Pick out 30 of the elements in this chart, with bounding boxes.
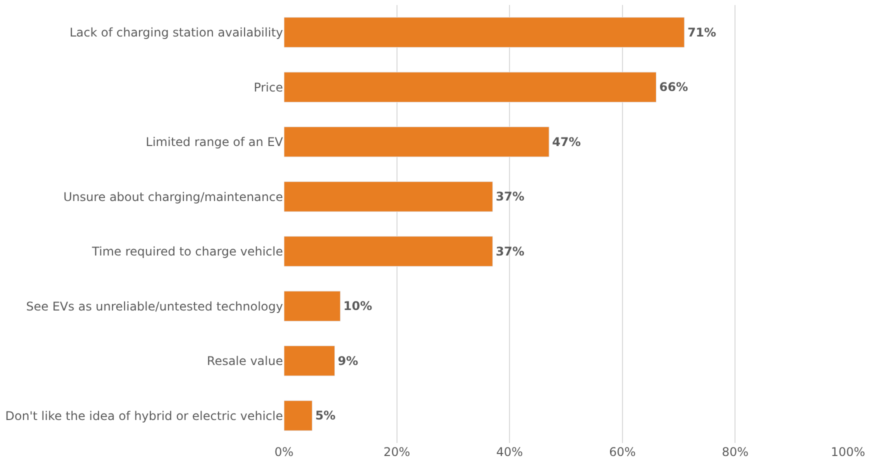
y-tick-label: Time required to charge vehicle xyxy=(91,244,283,259)
data-label: 71% xyxy=(687,25,716,40)
x-tick-label: 0% xyxy=(274,445,294,459)
bar xyxy=(284,181,493,212)
x-tick-label: 20% xyxy=(383,445,410,459)
y-tick-label: Price xyxy=(254,80,283,94)
bar xyxy=(284,72,656,102)
bar xyxy=(284,17,685,48)
bar xyxy=(284,400,312,431)
data-label: 66% xyxy=(659,80,688,94)
x-tick-label: 40% xyxy=(496,445,523,459)
data-label: 37% xyxy=(496,244,524,258)
bar xyxy=(284,126,550,158)
y-tick-label: Don't like the idea of hybrid or electric vehicle xyxy=(5,408,283,423)
x-tick-label: 80% xyxy=(722,445,749,459)
y-tick-label: Unsure about charging/maintenance xyxy=(63,190,283,204)
y-tick-label: Limited range of an EV xyxy=(146,135,284,150)
y-tick-label: Resale value xyxy=(206,354,283,368)
data-label: 37% xyxy=(496,190,524,204)
x-tick-label: 100% xyxy=(830,445,866,459)
data-label: 10% xyxy=(343,299,372,314)
data-label: 47% xyxy=(552,134,581,149)
bar xyxy=(284,290,341,322)
x-tick-label: 60% xyxy=(609,445,636,459)
data-label: 9% xyxy=(338,354,358,368)
bar xyxy=(284,346,336,376)
bar xyxy=(284,236,493,267)
data-label: 5% xyxy=(315,408,336,423)
y-tick-label: See EVs as unreliable/untested technology xyxy=(26,299,283,314)
y-tick-label: Lack of charging station availability xyxy=(70,26,283,40)
